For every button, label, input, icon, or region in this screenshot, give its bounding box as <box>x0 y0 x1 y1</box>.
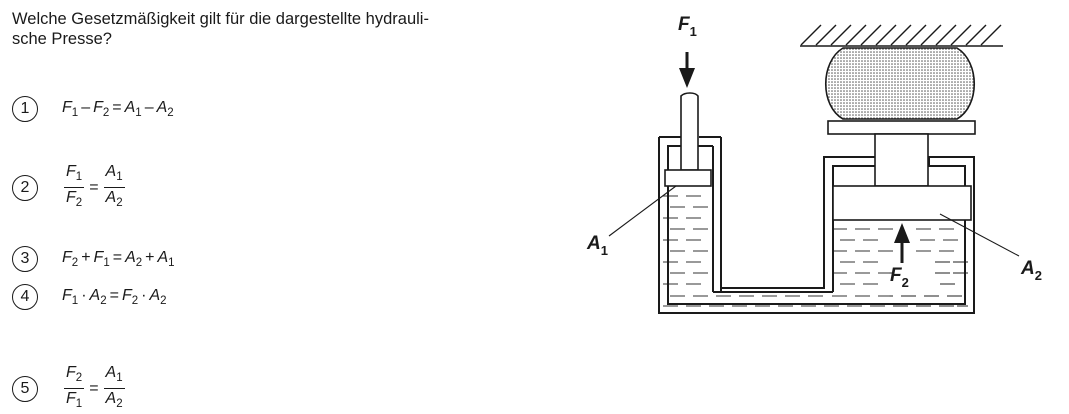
option-number: 4 <box>12 284 38 310</box>
leader-a2 <box>939 213 1020 257</box>
leader-a1 <box>608 185 677 237</box>
label-a2: A2 <box>1020 258 1042 283</box>
option-formula: F1 · A2 = F2 · A2 <box>62 287 167 307</box>
option-number: 5 <box>12 375 38 402</box>
label-a1: A1 <box>586 233 608 258</box>
label-f2: F2 <box>890 265 909 290</box>
question-line: sche Presse? <box>12 30 112 48</box>
answer-option-5[interactable]: 5 F2 F1 = A1 A2 <box>12 364 127 413</box>
option-formula: F2 + F1 = A2 + A1 <box>62 249 175 269</box>
answer-option-4[interactable]: 4 F1 · A2 = F2 · A2 <box>12 284 167 310</box>
answer-option-3[interactable]: 3 F2 + F1 = A2 + A1 <box>12 246 175 272</box>
option-formula: F1 F2 = A1 A2 <box>64 163 125 209</box>
ceiling-hatching <box>800 24 1003 47</box>
option-formula: F1– F2 = A1– A2 <box>62 99 174 119</box>
vessel <box>658 136 975 314</box>
option-number: 3 <box>12 246 38 272</box>
press-plate <box>827 120 976 135</box>
force-f1-arrow-icon <box>679 52 695 88</box>
option-formula: F2 F1 = A1 A2 <box>64 364 125 410</box>
hydraulic-press-diagram: F1 F2 A1 A2 <box>586 14 1042 314</box>
answer-option-2[interactable]: 2 F1 F2 = A1 A2 <box>12 163 127 212</box>
label-f1: F1 <box>678 14 697 39</box>
large-piston <box>832 133 972 221</box>
answer-option-1[interactable]: 1 F1– F2 = A1– A2 <box>12 96 174 122</box>
question-line: Welche Gesetzmäßigkeit gilt für die darg… <box>12 10 429 28</box>
option-number: 1 <box>12 96 38 122</box>
small-piston <box>664 92 712 187</box>
workpiece <box>824 47 976 120</box>
option-number: 2 <box>12 174 38 201</box>
question-text: Welche Gesetzmäßigkeit gilt für die darg… <box>12 9 572 49</box>
force-f2-arrow-icon <box>894 223 910 263</box>
hydraulic-fluid <box>663 195 968 307</box>
